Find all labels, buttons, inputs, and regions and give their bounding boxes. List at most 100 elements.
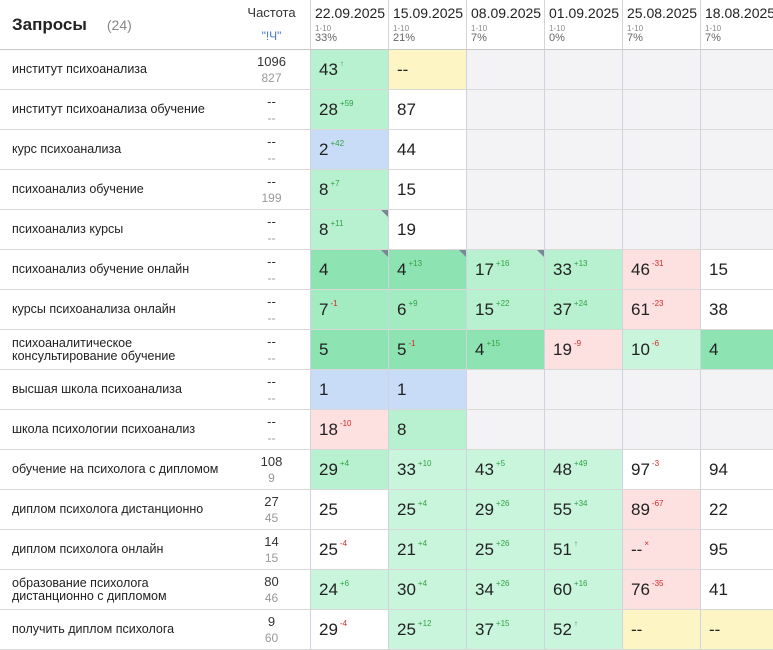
position-cell[interactable] [622, 370, 700, 409]
query-cell[interactable]: психоанализ обучение [0, 170, 233, 209]
query-cell[interactable]: курсы психоанализа онлайн [0, 290, 233, 329]
position-cell[interactable] [700, 50, 773, 89]
position-cell[interactable]: 41 [700, 570, 773, 609]
position-cell[interactable] [544, 170, 622, 209]
query-cell[interactable]: диплом психолога онлайн [0, 530, 233, 569]
position-cell[interactable]: 24 +6 [310, 570, 388, 609]
position-cell[interactable]: 48 +49 [544, 450, 622, 489]
query-cell[interactable]: психоаналитическое консультирование обуч… [0, 330, 233, 369]
frequency-header[interactable]: Частота "!Ч" [233, 0, 310, 50]
date-column-header[interactable]: 08.09.2025 1-10 7% [466, 0, 544, 50]
query-cell[interactable]: курс психоанализа [0, 130, 233, 169]
position-cell[interactable]: -- [700, 610, 773, 649]
query-cell[interactable]: институт психоанализа обучение [0, 90, 233, 129]
query-cell[interactable]: диплом психолога дистанционно [0, 490, 233, 529]
position-cell[interactable]: 15 [388, 170, 466, 209]
queries-header[interactable]: Запросы (24) [0, 0, 233, 50]
position-cell[interactable]: 60 +16 [544, 570, 622, 609]
query-cell[interactable]: обучение на психолога с дипломом [0, 450, 233, 489]
position-cell[interactable]: 2 +42 [310, 130, 388, 169]
position-cell[interactable] [700, 170, 773, 209]
position-cell[interactable]: -- [622, 610, 700, 649]
position-cell[interactable] [466, 50, 544, 89]
position-cell[interactable]: 52 ↑ [544, 610, 622, 649]
position-cell[interactable]: 29 +4 [310, 450, 388, 489]
position-cell[interactable]: 6 +9 [388, 290, 466, 329]
position-cell[interactable] [622, 170, 700, 209]
position-cell[interactable] [544, 130, 622, 169]
position-cell[interactable]: 7 -1 [310, 290, 388, 329]
position-cell[interactable]: -- × [622, 530, 700, 569]
position-cell[interactable]: 30 +4 [388, 570, 466, 609]
position-cell[interactable] [700, 130, 773, 169]
position-cell[interactable]: 25 +12 [388, 610, 466, 649]
position-cell[interactable]: 94 [700, 450, 773, 489]
frequency-type[interactable]: "!Ч" [261, 29, 282, 43]
position-cell[interactable]: 4 +15 [466, 330, 544, 369]
date-column-header[interactable]: 25.08.2025 1-10 7% [622, 0, 700, 50]
position-cell[interactable]: 97 -3 [622, 450, 700, 489]
position-cell[interactable]: 25 +26 [466, 530, 544, 569]
position-cell[interactable] [466, 370, 544, 409]
position-cell[interactable]: 17 +16 [466, 250, 544, 289]
position-cell[interactable]: 15 +22 [466, 290, 544, 329]
position-cell[interactable] [544, 370, 622, 409]
position-cell[interactable] [544, 410, 622, 449]
position-cell[interactable]: 25 [310, 490, 388, 529]
date-column-header[interactable]: 01.09.2025 1-10 0% [544, 0, 622, 50]
date-column-header[interactable]: 22.09.2025 1-10 33% [310, 0, 388, 50]
position-cell[interactable]: 25 -4 [310, 530, 388, 569]
position-cell[interactable]: 15 [700, 250, 773, 289]
position-cell[interactable] [622, 130, 700, 169]
position-cell[interactable]: 28 +59 [310, 90, 388, 129]
position-cell[interactable]: 43 ↑ [310, 50, 388, 89]
position-cell[interactable]: 43 +5 [466, 450, 544, 489]
position-cell[interactable] [544, 90, 622, 129]
position-cell[interactable]: 5 [310, 330, 388, 369]
position-cell[interactable]: 19 [388, 210, 466, 249]
position-cell[interactable] [466, 130, 544, 169]
query-cell[interactable]: психоанализ обучение онлайн [0, 250, 233, 289]
position-cell[interactable] [466, 170, 544, 209]
position-cell[interactable]: 37 +15 [466, 610, 544, 649]
position-cell[interactable]: 4 +13 [388, 250, 466, 289]
position-cell[interactable] [700, 90, 773, 129]
position-cell[interactable] [466, 90, 544, 129]
position-cell[interactable]: 4 [700, 330, 773, 369]
position-cell[interactable]: 33 +13 [544, 250, 622, 289]
position-cell[interactable] [700, 410, 773, 449]
position-cell[interactable]: 61 -23 [622, 290, 700, 329]
query-cell[interactable]: высшая школа психоанализа [0, 370, 233, 409]
position-cell[interactable] [622, 90, 700, 129]
position-cell[interactable] [466, 410, 544, 449]
position-cell[interactable]: 76 -35 [622, 570, 700, 609]
position-cell[interactable]: 34 +26 [466, 570, 544, 609]
query-cell[interactable]: получить диплом психолога [0, 610, 233, 649]
position-cell[interactable]: 5 -1 [388, 330, 466, 369]
position-cell[interactable]: 29 +26 [466, 490, 544, 529]
position-cell[interactable]: 33 +10 [388, 450, 466, 489]
position-cell[interactable]: 1 [388, 370, 466, 409]
query-cell[interactable]: образование психолога дистанционно с дип… [0, 570, 233, 609]
position-cell[interactable] [622, 210, 700, 249]
position-cell[interactable]: 95 [700, 530, 773, 569]
position-cell[interactable]: 89 -67 [622, 490, 700, 529]
query-cell[interactable]: школа психологии психоанализ [0, 410, 233, 449]
position-cell[interactable]: 1 [310, 370, 388, 409]
position-cell[interactable]: 8 [388, 410, 466, 449]
position-cell[interactable]: 21 +4 [388, 530, 466, 569]
position-cell[interactable]: 25 +4 [388, 490, 466, 529]
position-cell[interactable] [622, 50, 700, 89]
position-cell[interactable]: 18 -10 [310, 410, 388, 449]
position-cell[interactable] [466, 210, 544, 249]
position-cell[interactable]: 44 [388, 130, 466, 169]
position-cell[interactable]: 37 +24 [544, 290, 622, 329]
position-cell[interactable]: 51 ↑ [544, 530, 622, 569]
query-cell[interactable]: институт психоанализа [0, 50, 233, 89]
position-cell[interactable]: 22 [700, 490, 773, 529]
position-cell[interactable]: 8 +7 [310, 170, 388, 209]
position-cell[interactable]: 87 [388, 90, 466, 129]
position-cell[interactable]: 46 -31 [622, 250, 700, 289]
position-cell[interactable] [700, 370, 773, 409]
date-column-header[interactable]: 18.08.2025 1-10 7% [700, 0, 773, 50]
